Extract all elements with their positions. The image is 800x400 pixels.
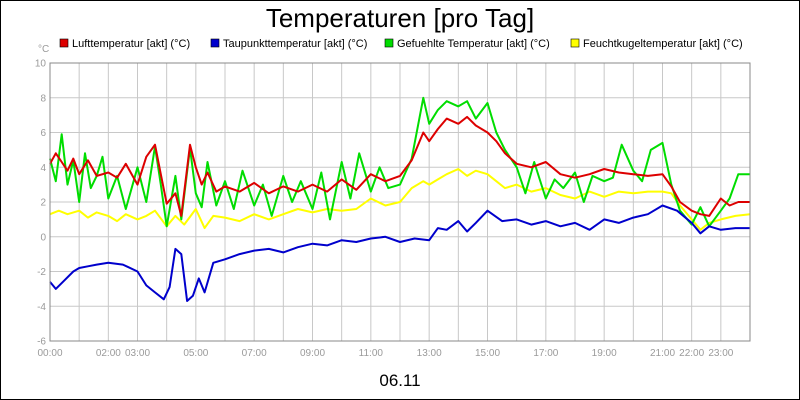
legend-entry: Feuchtkugeltemperatur [akt] (°C) xyxy=(583,38,743,50)
chart-title: Temperaturen [pro Tag] xyxy=(266,3,534,33)
x-tick-label: 23:00 xyxy=(708,348,733,359)
y-tick-label: 2 xyxy=(40,198,46,209)
y-tick-label: 4 xyxy=(40,163,46,174)
plot-border xyxy=(49,62,751,342)
date-label: 06.11 xyxy=(379,371,420,390)
y-tick-label: -2 xyxy=(37,267,46,278)
x-tick-label: 22:00 xyxy=(679,348,704,359)
x-tick-label: 17:00 xyxy=(533,348,558,359)
series-lines xyxy=(49,96,751,302)
x-tick-label: 05:00 xyxy=(183,348,208,359)
legend-swatch xyxy=(59,38,69,48)
legend: Lufttemperatur [akt] (°C) Taupunkttempera… xyxy=(59,38,743,50)
x-tick-label: 13:00 xyxy=(417,348,442,359)
x-tick-label: 11:00 xyxy=(359,348,384,359)
series-line-1 xyxy=(49,204,750,302)
y-unit-label: °C xyxy=(38,44,49,55)
series-line-0 xyxy=(49,115,750,217)
x-tick-label: 02:00 xyxy=(96,348,121,359)
y-tick-label: 0 xyxy=(40,232,46,243)
y-tick-label: 6 xyxy=(40,128,46,139)
legend-entry: Gefuehlte Temperatur [akt] (°C) xyxy=(397,38,550,50)
legend-entry: Taupunkttemperatur [akt] (°C) xyxy=(223,38,367,50)
series-line-3 xyxy=(49,168,751,231)
series-line-2 xyxy=(49,96,750,228)
legend-swatch xyxy=(210,38,220,48)
x-tick-label: 19:00 xyxy=(592,348,617,359)
x-axis: 00:00 02:00 03:00 05:00 07:00 09:00 11:00 13:00… xyxy=(37,348,733,359)
y-tick-label: 8 xyxy=(40,93,46,104)
y-tick-label: -6 xyxy=(37,337,46,348)
x-tick-label: 21:00 xyxy=(650,348,675,359)
legend-swatch xyxy=(570,38,580,48)
x-tick-label: 15:00 xyxy=(475,348,500,359)
y-axis: -6 -4 -2 0 2 4 6 8 10 xyxy=(35,59,47,348)
x-tick-label: 07:00 xyxy=(242,348,267,359)
legend-swatch xyxy=(384,38,394,48)
legend-entry: Lufttemperatur [akt] (°C) xyxy=(72,38,190,50)
x-tick-label: 09:00 xyxy=(300,348,325,359)
y-tick-label: -4 xyxy=(37,302,46,313)
y-tick-label: 10 xyxy=(35,59,47,70)
x-tick-label: 00:00 xyxy=(37,348,62,359)
x-tick-label: 03:00 xyxy=(125,348,150,359)
